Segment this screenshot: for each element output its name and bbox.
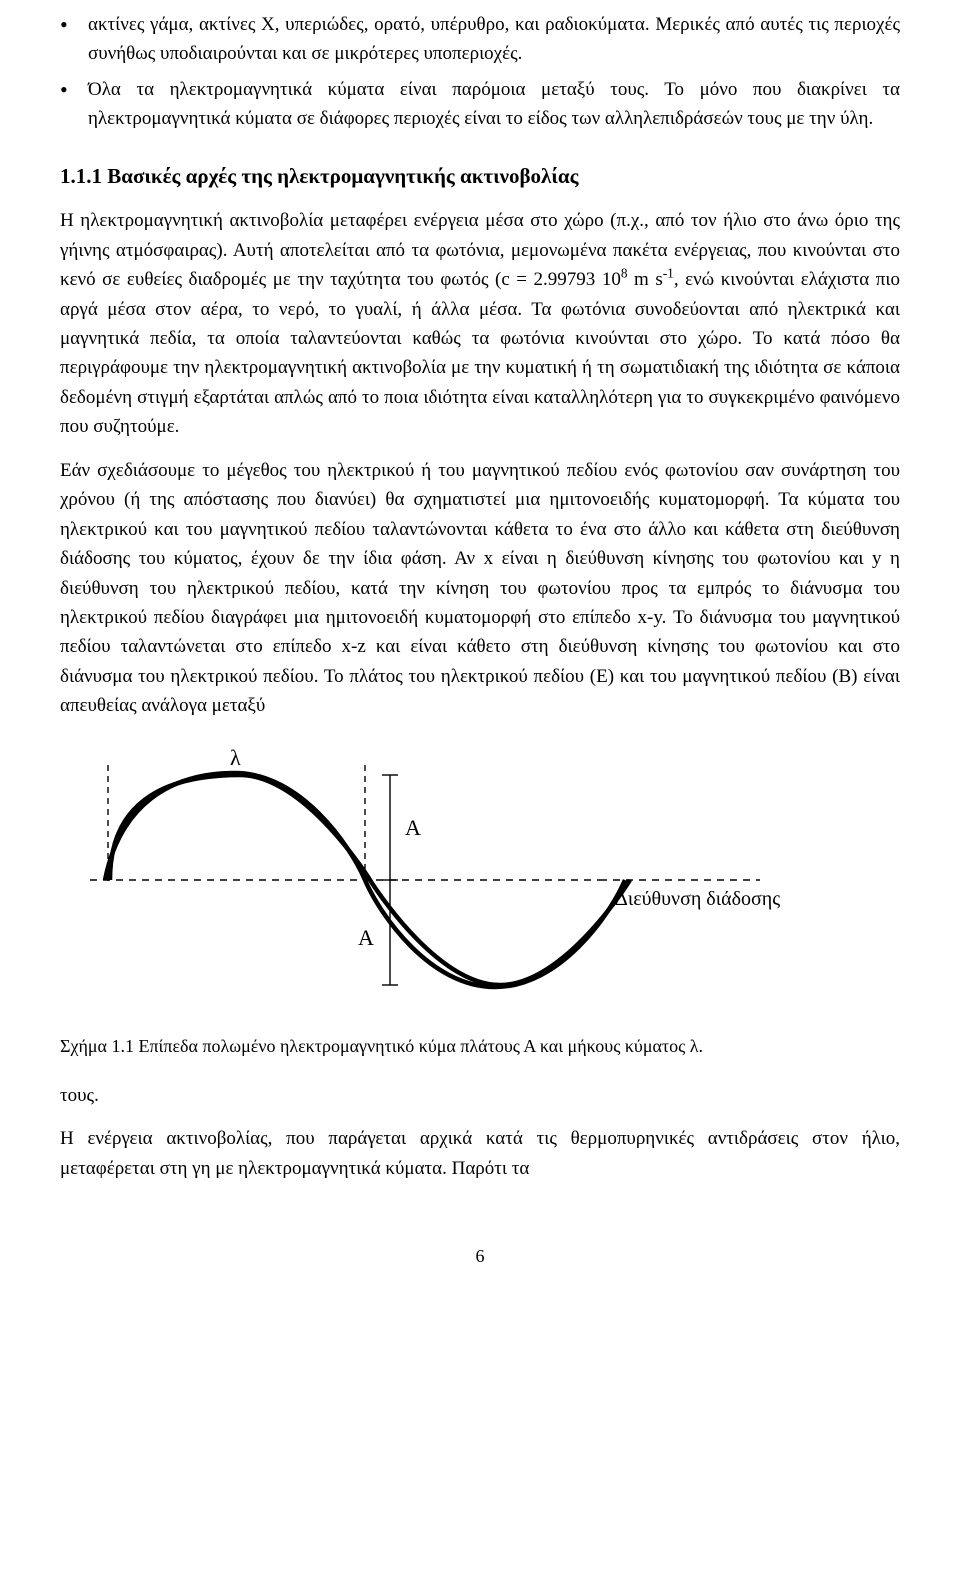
amplitude-label-top: A bbox=[405, 815, 421, 840]
superscript-8: 8 bbox=[621, 266, 628, 281]
bullet-list: ακτίνες γάμα, ακτίνες Χ, υπεριώδες, ορατ… bbox=[60, 10, 900, 134]
direction-label: Διεύθυνση διάδοσης bbox=[615, 888, 780, 910]
superscript-minus1: -1 bbox=[663, 266, 674, 281]
para1-part-b: m s bbox=[628, 269, 663, 290]
lambda-label: λ bbox=[230, 745, 241, 770]
paragraph-4: Η ενέργεια ακτινοβολίας, που παράγεται α… bbox=[60, 1124, 900, 1183]
section-heading: 1.1.1 Βασικές αρχές της ηλεκτρομαγνητική… bbox=[60, 160, 900, 193]
amplitude-label-bottom: A bbox=[358, 925, 374, 950]
wave-svg: λ A A Διεύθυνση διάδοσης bbox=[60, 735, 800, 1025]
bullet-item: ακτίνες γάμα, ακτίνες Χ, υπεριώδες, ορατ… bbox=[60, 10, 900, 69]
paragraph-1: Η ηλεκτρομαγνητική ακτινοβολία μεταφέρει… bbox=[60, 206, 900, 442]
paragraph-3: τους. bbox=[60, 1081, 900, 1110]
page-number: 6 bbox=[60, 1243, 900, 1271]
wave-figure: λ A A Διεύθυνση διάδοσης bbox=[60, 735, 900, 1025]
paragraph-2: Εάν σχεδιάσουμε το μέγεθος του ηλεκτρικο… bbox=[60, 456, 900, 721]
bullet-item: Όλα τα ηλεκτρομαγνητικά κύματα είναι παρ… bbox=[60, 75, 900, 134]
figure-caption: Σχήμα 1.1 Επίπεδα πολωμένο ηλεκτρομαγνητ… bbox=[60, 1033, 900, 1061]
para1-part-c: , ενώ κινούνται ελάχιστα πιο αργά μέσα σ… bbox=[60, 269, 900, 437]
